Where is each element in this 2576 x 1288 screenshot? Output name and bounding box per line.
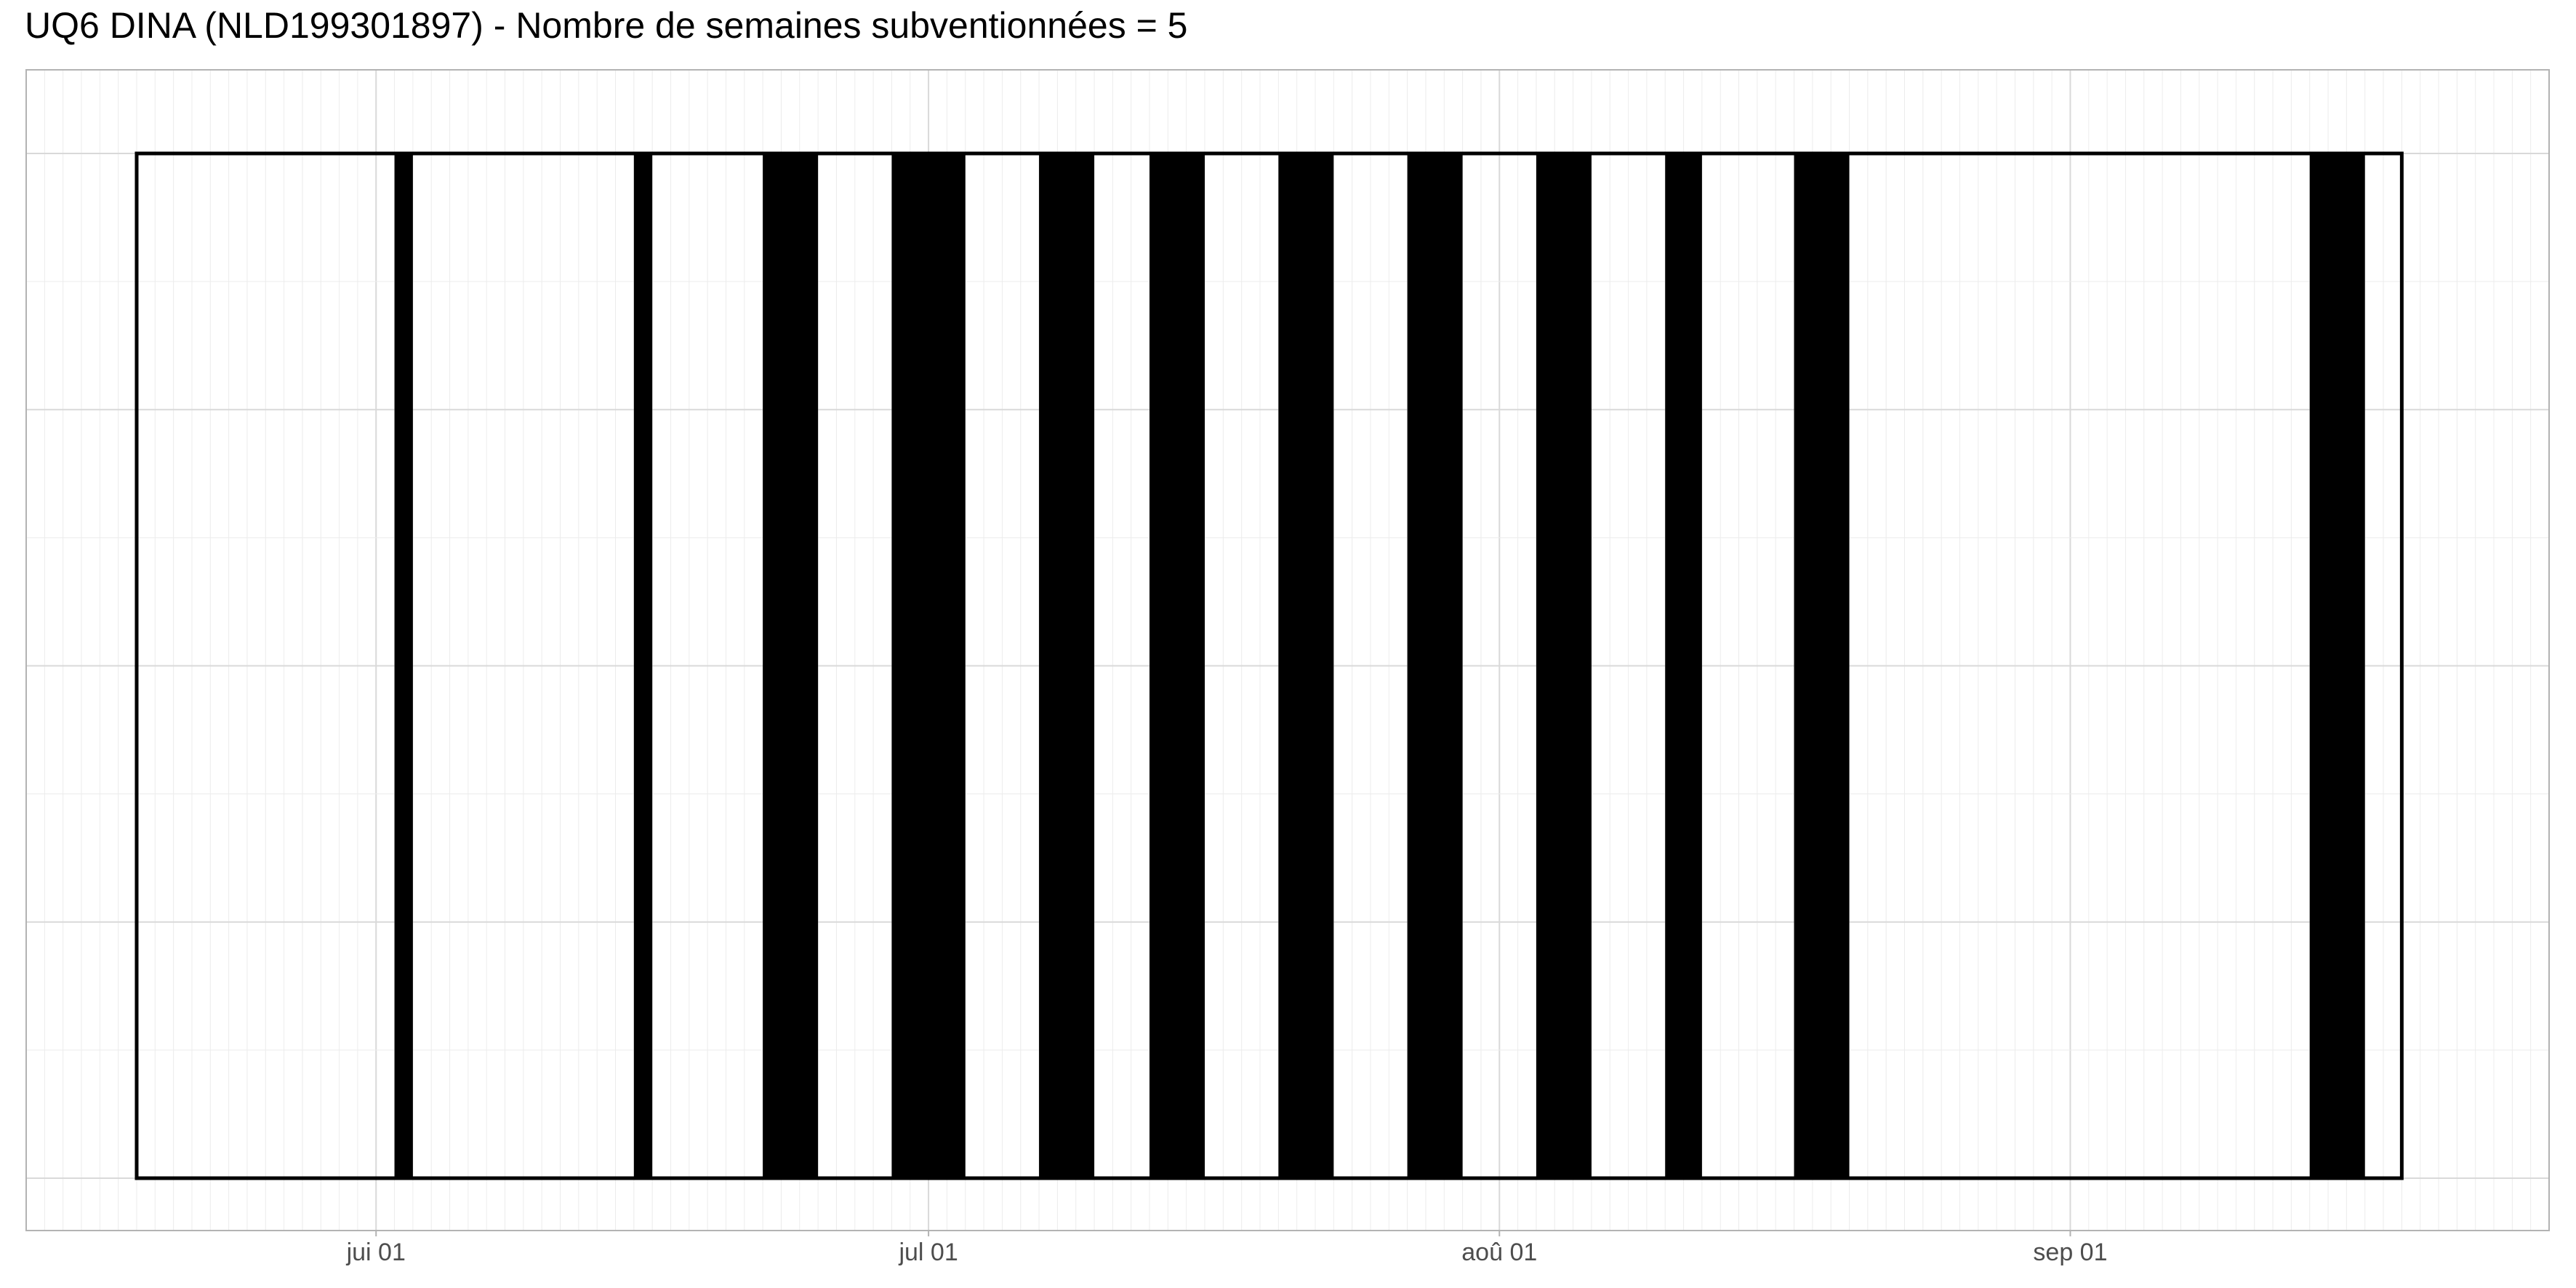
- chart-title: UQ6 DINA (NLD199301897) - Nombre de sema…: [25, 5, 1188, 46]
- panel-border: [25, 69, 2550, 1231]
- event-bar: [763, 153, 819, 1178]
- event-bars: [394, 153, 2365, 1178]
- x-tick-label: jui 01: [346, 1239, 406, 1266]
- event-bar: [1278, 153, 1334, 1178]
- event-bar: [1149, 153, 1205, 1178]
- event-bar: [1665, 153, 1702, 1178]
- event-bar: [2309, 153, 2365, 1178]
- event-bar: [633, 153, 653, 1178]
- event-bar: [1536, 153, 1592, 1178]
- event-bar: [1039, 153, 1095, 1178]
- event-bar: [891, 153, 966, 1178]
- period-outline: [135, 151, 2404, 1180]
- event-bar: [1794, 153, 1850, 1178]
- event-bar: [394, 153, 413, 1178]
- x-tick-label: jul 01: [898, 1239, 958, 1266]
- x-axis-ticks: jui 01 jul 01 aoû 01 sep 01: [346, 1231, 2108, 1266]
- x-tick-label: sep 01: [2033, 1239, 2107, 1266]
- event-bar: [1407, 153, 1463, 1178]
- x-tick-label: aoû 01: [1461, 1239, 1537, 1266]
